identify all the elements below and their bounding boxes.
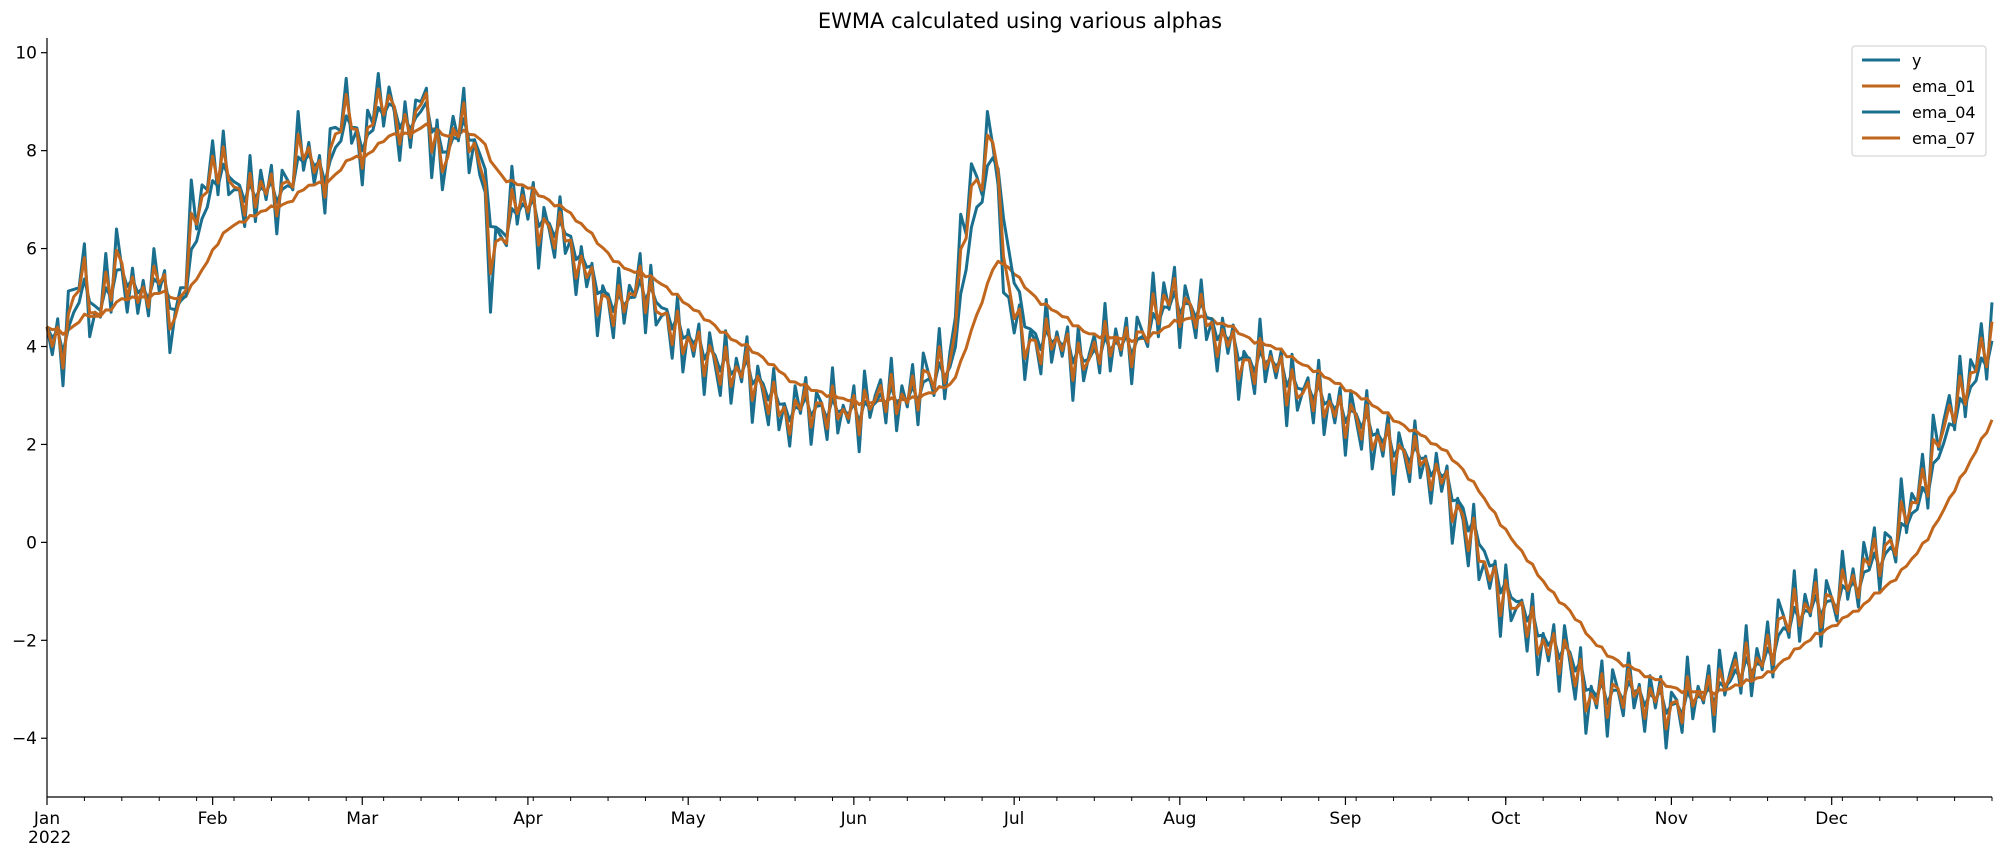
series-line-ema_04 <box>45 100 1994 717</box>
y-tick-label: −4 <box>12 729 37 749</box>
x-tick-label: Jul <box>1003 809 1025 829</box>
x-axis-year-label: 2022 <box>28 828 71 848</box>
legend-label-y: y <box>1912 51 1921 70</box>
x-tick-label: Aug <box>1163 809 1196 829</box>
x-tick-label: Dec <box>1815 809 1848 829</box>
y-tick-label: 2 <box>26 435 37 455</box>
chart-title: EWMA calculated using various alphas <box>818 9 1222 33</box>
y-tick-label: 8 <box>26 142 37 162</box>
legend: y ema_01 ema_04 ema_07 <box>1851 45 1987 157</box>
y-tick-label: −2 <box>12 631 37 651</box>
y-tick-label: 0 <box>26 533 37 553</box>
x-tick-label: Oct <box>1491 809 1521 829</box>
x-tick-label: Mar <box>346 809 378 829</box>
legend-label-ema_04: ema_04 <box>1912 103 1976 123</box>
x-tick-label: Jan <box>33 809 60 829</box>
plot-area <box>45 72 1994 750</box>
y-tick-label: 6 <box>26 240 37 260</box>
legend-box <box>1851 45 1987 157</box>
x-tick-label: Sep <box>1329 809 1361 829</box>
x-tick-label: May <box>671 809 706 829</box>
series-line-ema_01 <box>46 122 1994 696</box>
legend-label-ema_01: ema_01 <box>1912 77 1976 97</box>
y-tick-label: 4 <box>26 337 37 357</box>
x-tick-label: Apr <box>513 809 542 829</box>
x-tick-label: Nov <box>1655 809 1688 829</box>
x-tick-label: Feb <box>198 809 228 829</box>
series-line-y <box>45 72 1994 750</box>
y-tick-label: 10 <box>15 44 37 64</box>
x-tick-label: Jun <box>840 809 868 829</box>
series-line-ema_07 <box>45 87 1994 731</box>
legend-label-ema_07: ema_07 <box>1912 129 1976 149</box>
axes: −4 −2 0 2 4 6 8 10 Jan Feb Mar Apr May Jun Jul Aug Sep Oc… <box>12 38 1993 829</box>
